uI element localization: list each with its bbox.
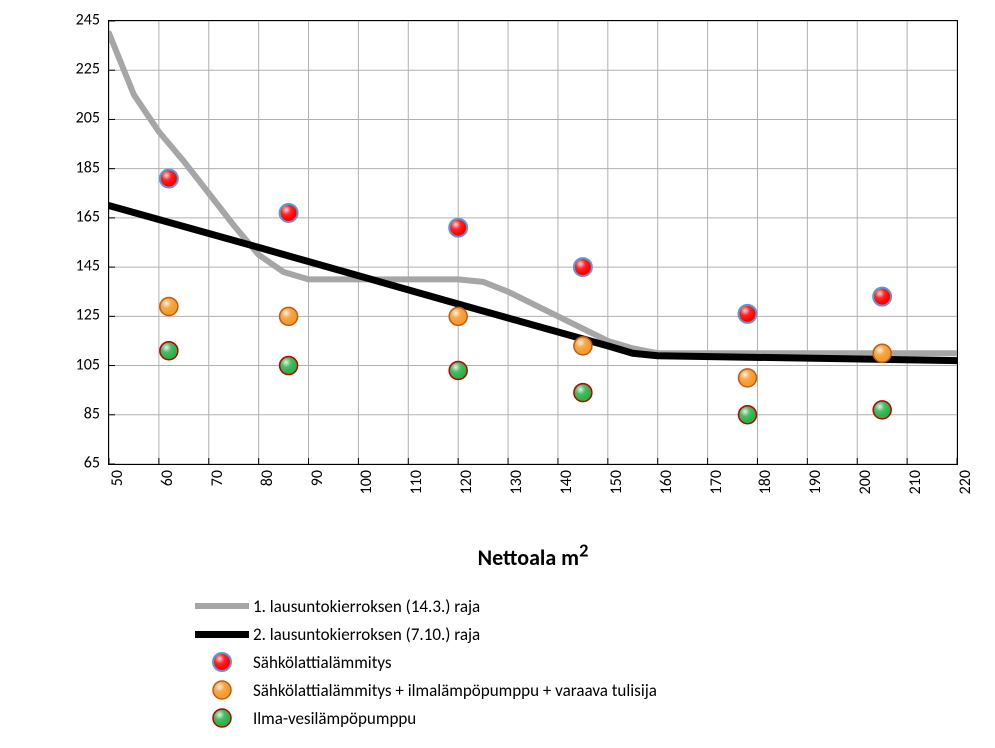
y-tick: 165 [60, 207, 100, 226]
x-tick: 150 [607, 470, 626, 494]
x-tick: 140 [557, 470, 576, 494]
legend-item: Ilma-vesilämpöpumppu [195, 704, 657, 732]
legend-label: Ilma-vesilämpöpumppu [253, 708, 416, 729]
x-tick: 110 [407, 470, 426, 494]
legend-line-swatch [195, 603, 249, 609]
plot-area [108, 20, 958, 465]
legend-item: Sähkölattialämmitys [195, 648, 657, 676]
x-tick: 190 [806, 470, 825, 494]
legend-label: Sähkölattialämmitys + ilmalämpöpumppu + … [253, 680, 657, 701]
legend-label: 1. lausuntokierroksen (14.3.) raja [253, 596, 480, 617]
x-tick: 80 [258, 470, 277, 486]
legend-label: 2. lausuntokierroksen (7.10.) raja [253, 624, 480, 645]
x-tick: 170 [707, 470, 726, 494]
y-tick: 125 [60, 306, 100, 325]
x-tick: 60 [158, 470, 177, 486]
y-tick: 145 [60, 257, 100, 276]
legend-marker-swatch [195, 651, 249, 673]
y-tick: 85 [60, 404, 100, 423]
y-tick: 185 [60, 158, 100, 177]
x-tick: 160 [657, 470, 676, 494]
x-tick: 90 [308, 470, 327, 486]
legend: 1. lausuntokierroksen (14.3.) raja 2. lau… [195, 592, 657, 732]
series-line [109, 33, 957, 353]
scatter-series [160, 297, 891, 386]
y-tick: 105 [60, 355, 100, 374]
x-tick: 220 [956, 470, 975, 494]
x-tick: 120 [457, 470, 476, 494]
x-tick: 180 [756, 470, 775, 494]
legend-item: 1. lausuntokierroksen (14.3.) raja [195, 592, 657, 620]
x-tick: 130 [507, 470, 526, 494]
x-tick: 50 [108, 470, 127, 486]
x-tick: 210 [906, 470, 925, 494]
y-tick: 245 [60, 11, 100, 30]
legend-marker-swatch [195, 707, 249, 729]
y-tick-labels: 6585105125145165185205225245 [60, 20, 104, 465]
x-axis-label: Nettoala m2 [108, 540, 958, 571]
y-tick: 65 [60, 454, 100, 473]
y-tick: 205 [60, 109, 100, 128]
legend-label: Sähkölattialämmitys [253, 652, 392, 673]
x-tick: 200 [856, 470, 875, 494]
x-tick: 100 [357, 470, 376, 494]
legend-item: Sähkölattialämmitys + ilmalämpöpumppu + … [195, 676, 657, 704]
y-tick: 225 [60, 60, 100, 79]
legend-marker-swatch [195, 679, 249, 701]
legend-line-swatch [195, 631, 249, 638]
x-tick-labels: 50 60 70 80 90 100 110 120 130 140 150 160 170 180 190… [108, 470, 958, 530]
chart-container: E-luku (kWhE/m2 vuosi) 65851051251451651… [0, 0, 995, 748]
x-tick: 70 [208, 470, 227, 486]
plot-svg [109, 21, 957, 464]
legend-item: 2. lausuntokierroksen (7.10.) raja [195, 620, 657, 648]
